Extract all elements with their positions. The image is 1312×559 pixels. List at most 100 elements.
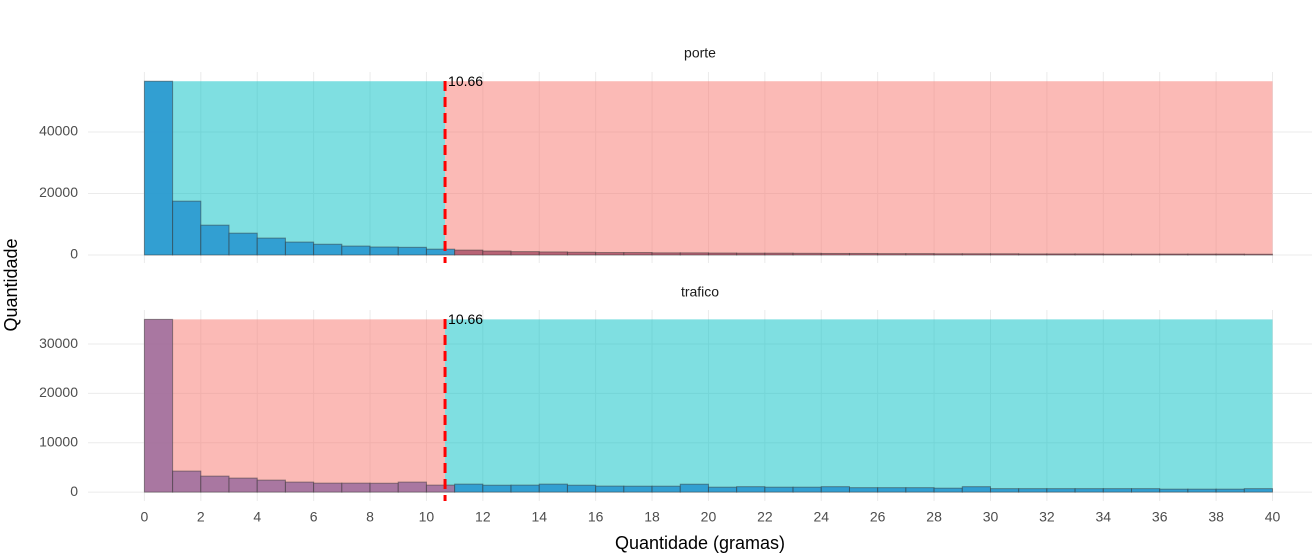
bar: [1074, 488, 1104, 493]
bar: [454, 249, 484, 256]
bar: [1046, 253, 1076, 256]
x-tick-label: 34: [1096, 509, 1112, 525]
y-tick-label: 0: [70, 483, 78, 499]
bar: [313, 482, 343, 493]
bar: [595, 485, 625, 493]
x-tick-label: 12: [475, 509, 491, 525]
bar: [566, 251, 597, 256]
bar: [1018, 253, 1048, 256]
bar: [820, 252, 850, 256]
x-tick-label: 16: [588, 509, 604, 525]
facet-title: trafico: [681, 284, 719, 300]
bar: [200, 475, 230, 493]
bar: [566, 484, 597, 493]
bar: [877, 253, 907, 256]
bar: [961, 253, 991, 256]
bar: [313, 243, 343, 256]
bar: [256, 479, 286, 493]
y-axis-label: Quantidade: [1, 238, 21, 331]
x-tick-label: 14: [531, 509, 547, 525]
bar: [1159, 253, 1189, 256]
bar: [397, 246, 427, 256]
bar: [1187, 253, 1217, 256]
bar: [848, 487, 879, 493]
bar: [1102, 253, 1133, 256]
x-axis-label: Quantidade (gramas): [615, 533, 785, 553]
bar: [228, 232, 258, 256]
bar: [989, 488, 1020, 493]
bar: [284, 481, 315, 493]
y-tick-label: 0: [70, 246, 78, 262]
x-tick-label: 8: [366, 509, 374, 525]
bar: [341, 245, 371, 256]
bar: [1018, 488, 1048, 493]
x-tick-label: 36: [1152, 509, 1168, 525]
bar: [707, 252, 738, 256]
bar: [961, 486, 991, 493]
bar: [792, 486, 822, 493]
bar: [284, 241, 315, 256]
region-left: [144, 319, 446, 493]
bar: [623, 252, 653, 256]
x-tick-label: 18: [644, 509, 660, 525]
x-tick-label: 10: [419, 509, 435, 525]
bar: [764, 486, 794, 493]
bar: [820, 486, 850, 493]
bar: [905, 487, 935, 493]
bar: [989, 253, 1020, 256]
bar: [905, 253, 935, 256]
x-tick-label: 30: [983, 509, 999, 525]
y-tick-label: 30000: [39, 335, 78, 351]
bar: [172, 200, 202, 256]
region-right: [445, 319, 1273, 493]
bar: [425, 248, 456, 256]
bar: [341, 482, 371, 493]
bar: [172, 470, 202, 493]
bar: [651, 485, 681, 493]
bar: [482, 250, 512, 256]
y-tick-label: 20000: [39, 384, 78, 400]
x-tick-label: 20: [701, 509, 717, 525]
bar: [1074, 253, 1104, 256]
bar: [510, 484, 540, 493]
bar: [510, 251, 540, 256]
x-tick-label: 22: [757, 509, 773, 525]
bar: [482, 484, 512, 493]
x-tick-label: 28: [926, 509, 942, 525]
bar: [425, 484, 456, 493]
x-tick-label: 6: [310, 509, 318, 525]
bar: [454, 483, 484, 493]
x-tick-label: 26: [870, 509, 886, 525]
threshold-label: 10.66: [448, 311, 483, 327]
bar: [1131, 253, 1161, 256]
y-tick-label: 40000: [39, 123, 78, 139]
bar: [764, 252, 794, 256]
bar: [679, 483, 709, 493]
bar: [1187, 488, 1217, 493]
facet-title: porte: [684, 45, 716, 61]
bar: [848, 252, 879, 256]
bar: [1243, 253, 1274, 256]
y-tick-label: 10000: [39, 433, 78, 449]
bar: [595, 252, 625, 256]
bar: [1159, 488, 1189, 493]
bar: [369, 482, 399, 493]
bar: [623, 485, 653, 493]
x-tick-label: 38: [1208, 509, 1224, 525]
bar: [1046, 488, 1076, 493]
bar: [538, 483, 568, 493]
region-right: [445, 81, 1273, 256]
threshold-label: 10.66: [448, 73, 483, 89]
bar: [143, 318, 174, 493]
bar: [933, 253, 963, 256]
y-tick-label: 20000: [39, 184, 78, 200]
bar: [651, 252, 681, 256]
bar: [736, 486, 766, 493]
bar: [792, 252, 822, 256]
x-tick-label: 0: [141, 509, 149, 525]
bar: [369, 246, 399, 256]
bar: [200, 224, 230, 256]
bar: [1243, 488, 1274, 493]
bar: [143, 80, 174, 256]
